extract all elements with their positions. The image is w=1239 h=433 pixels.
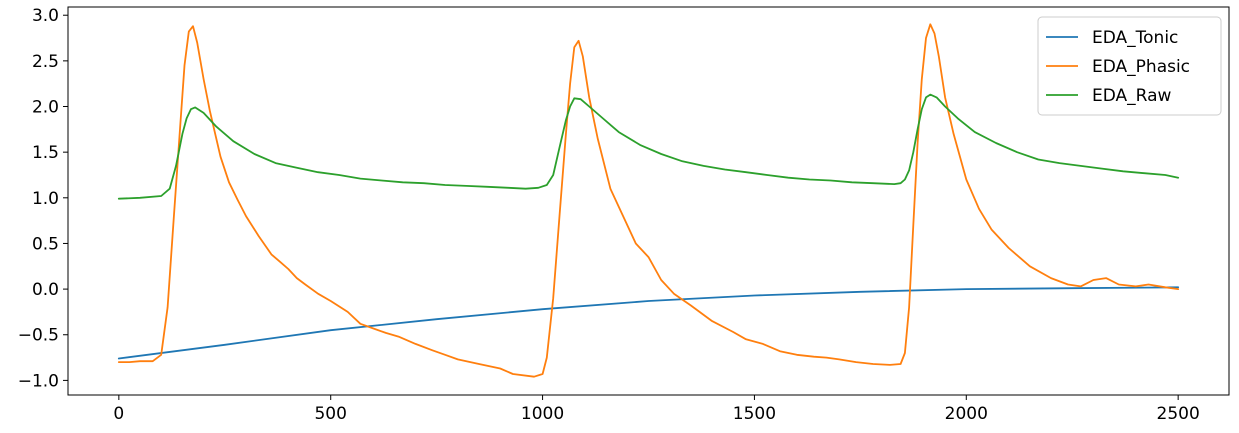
- x-tick-label: 0: [113, 404, 124, 424]
- x-tick-label: 1000: [521, 404, 564, 424]
- x-tick-label: 1500: [733, 404, 776, 424]
- x-tick-label: 2000: [945, 404, 988, 424]
- legend-label: EDA_Tonic: [1092, 28, 1178, 48]
- y-tick-label: 2.5: [32, 52, 59, 72]
- y-tick-label: 0.0: [32, 280, 59, 300]
- y-tick-label: 0.5: [32, 234, 59, 254]
- series-line-eda-tonic: [117, 286, 1180, 360]
- y-tick-label: 3.0: [32, 6, 59, 26]
- x-axis: 0 500 1000 1500 2000 2500: [113, 395, 1200, 424]
- y-tick-label: −0.5: [18, 326, 59, 346]
- series-line-eda-raw: [117, 93, 1180, 200]
- y-tick-label: 2.0: [32, 98, 59, 118]
- x-tick-label: 500: [314, 404, 346, 424]
- legend: EDA_Tonic EDA_Phasic EDA_Raw: [1037, 16, 1222, 116]
- y-axis: −1.0 −0.5 0.0 0.5 1.0 1.5 2.0 2.5 3.0: [18, 6, 68, 391]
- legend-label: EDA_Raw: [1092, 86, 1172, 106]
- y-tick-label: −1.0: [18, 371, 59, 391]
- x-tick-label: 2500: [1157, 404, 1200, 424]
- series-layer: [117, 23, 1180, 378]
- y-tick-label: 1.0: [32, 189, 59, 209]
- legend-label: EDA_Phasic: [1092, 57, 1190, 77]
- y-tick-label: 1.5: [32, 143, 59, 163]
- legend-frame: [1037, 16, 1222, 116]
- plot-background: [68, 7, 1229, 395]
- series-line-eda-phasic: [117, 23, 1180, 378]
- plot-frame: [67, 6, 1230, 396]
